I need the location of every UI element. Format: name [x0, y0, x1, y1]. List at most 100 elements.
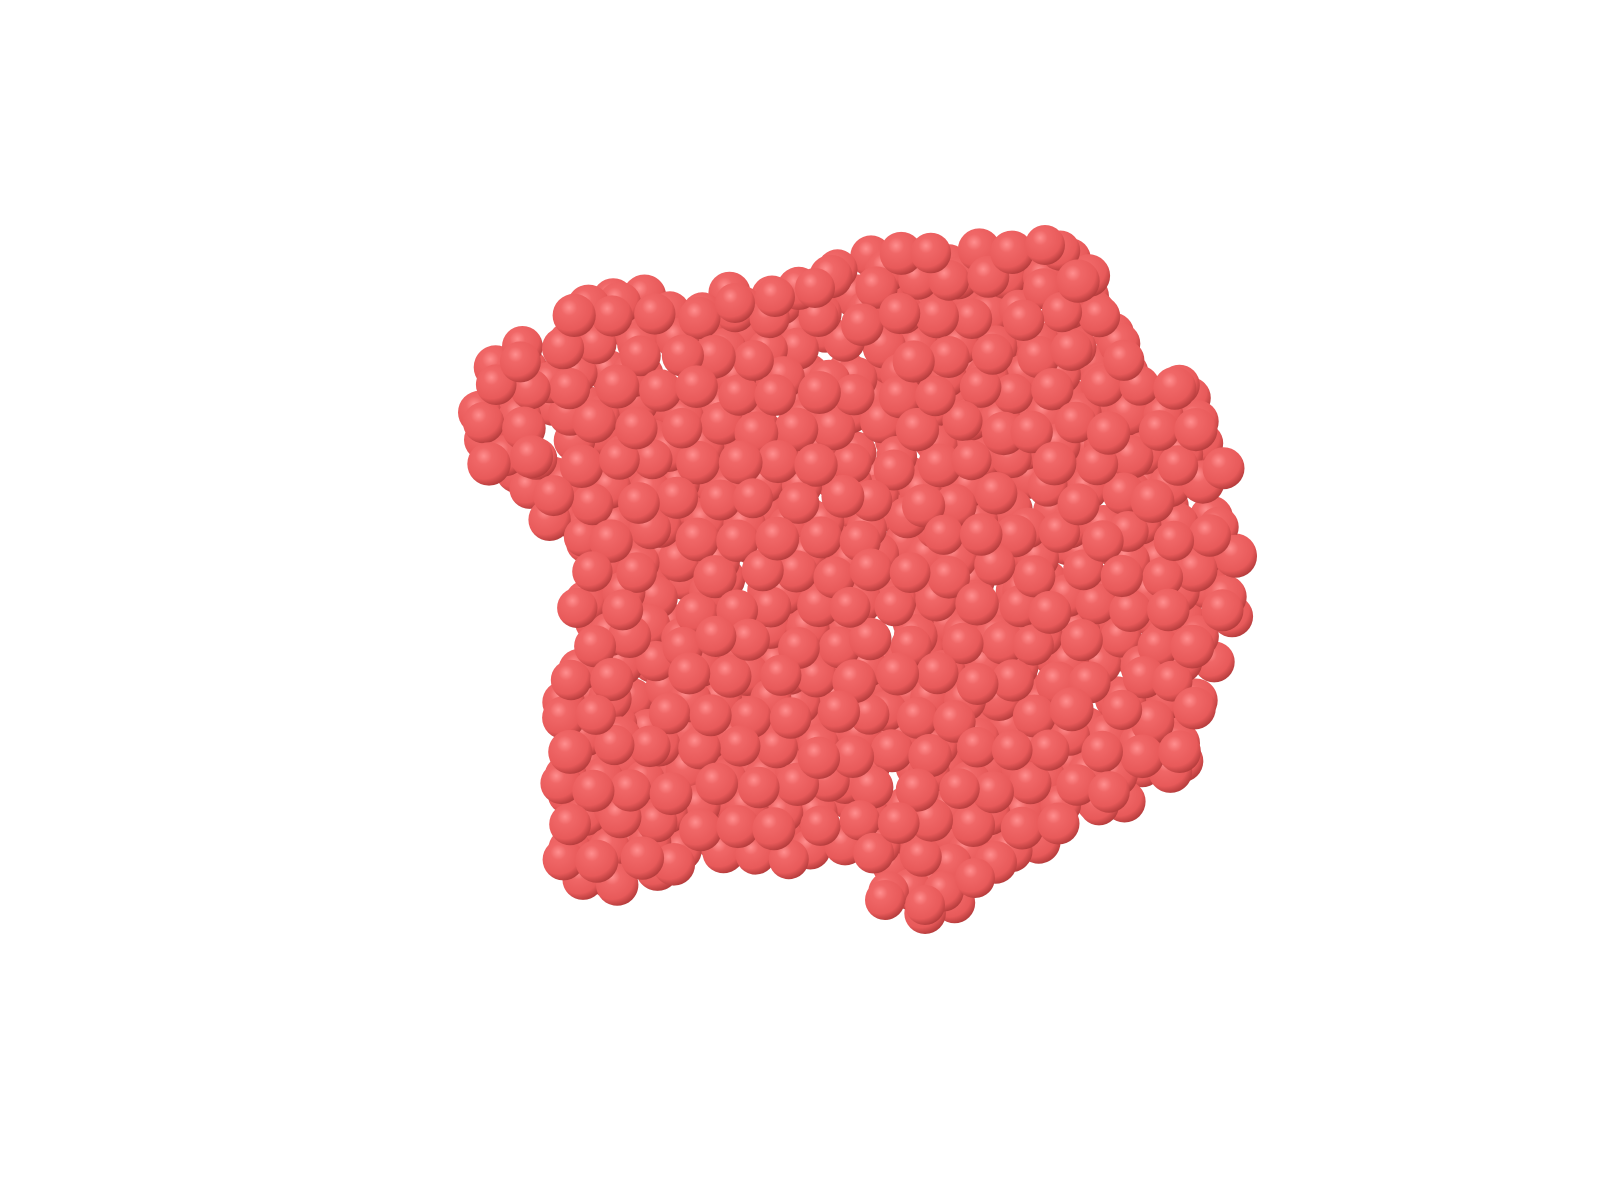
sphere: [873, 449, 915, 491]
sphere: [916, 652, 959, 695]
sphere: [620, 836, 665, 880]
sphere: [542, 696, 586, 740]
sphere: [510, 435, 554, 479]
sphere: [552, 293, 596, 337]
sphere: [1013, 555, 1056, 598]
sphere: [639, 369, 682, 412]
sphere: [727, 618, 770, 661]
sphere: [874, 585, 915, 627]
sphere: [591, 295, 633, 337]
sphere: [629, 725, 671, 768]
sphere: [800, 805, 841, 846]
sphere: [1100, 554, 1143, 598]
sphere: [678, 296, 721, 340]
sphere: [800, 516, 843, 559]
sphere: [879, 231, 923, 275]
sphere: [754, 374, 796, 416]
sphere: [738, 766, 780, 809]
sphere: [755, 277, 795, 317]
sphere: [676, 440, 720, 485]
sphere: [850, 765, 894, 809]
sphere: [1138, 410, 1180, 451]
sphere: [1075, 583, 1117, 625]
sphere: [574, 625, 617, 668]
sphere: [1054, 401, 1097, 444]
sphere: [649, 772, 693, 816]
sphere: [896, 697, 939, 739]
sphere: [878, 292, 921, 335]
sphere: [990, 230, 1034, 274]
sphere: [951, 440, 992, 481]
sphere: [602, 589, 644, 631]
sphere: [595, 364, 640, 409]
sphere: [1056, 764, 1098, 806]
sphere: [1078, 295, 1121, 338]
sphere: [853, 832, 894, 874]
sphere: [829, 586, 871, 628]
sphere: [1142, 556, 1184, 598]
sphere: [905, 885, 945, 925]
sphere: [877, 802, 920, 844]
sphere: [632, 439, 673, 480]
sphere: [1081, 730, 1123, 773]
sphere: [548, 729, 593, 774]
sphere: [927, 336, 970, 378]
sphere: [549, 803, 591, 846]
sphere: [572, 551, 613, 592]
sphere: [542, 327, 585, 370]
sphere: [939, 768, 980, 809]
sphere: [590, 657, 634, 702]
sphere: [708, 654, 752, 698]
sphere: [955, 858, 995, 898]
sphere: [615, 407, 658, 450]
sphere: [609, 769, 652, 812]
sphere: [1031, 368, 1074, 411]
sphere: [499, 341, 541, 383]
sphere: [572, 399, 616, 444]
sphere: [467, 442, 511, 486]
sphere: [542, 838, 585, 881]
sphere: [755, 516, 800, 561]
sphere: [618, 482, 660, 524]
sphere: [1201, 589, 1244, 632]
sphere: [1130, 479, 1175, 523]
sphere: [1147, 588, 1190, 632]
sphere: [777, 482, 820, 524]
sphere: [675, 517, 720, 562]
sphere: [616, 552, 657, 593]
sphere: [1101, 689, 1143, 731]
sphere: [634, 293, 676, 335]
sphere: [462, 401, 505, 444]
sphere: [1050, 328, 1093, 371]
sphere: [661, 407, 703, 449]
sphere: [902, 484, 946, 528]
sphere: [1157, 445, 1199, 486]
sphere: [572, 769, 615, 813]
sphere: [1032, 441, 1077, 486]
sphere: [951, 803, 996, 847]
sphere: [715, 283, 755, 323]
sphere: [695, 615, 737, 658]
sphere: [848, 617, 892, 661]
sphere: [878, 375, 922, 419]
sphere: [901, 836, 942, 877]
sphere: [557, 587, 598, 629]
sphere: [981, 621, 1025, 665]
sphere: [1158, 730, 1201, 773]
sphere: [908, 733, 952, 778]
sphere: [1028, 729, 1070, 771]
sphere: [849, 548, 893, 592]
sphere: [750, 586, 792, 628]
sphere: [876, 652, 920, 696]
sphere: [956, 663, 999, 705]
sphere: [811, 406, 856, 451]
sphere: [955, 581, 999, 626]
sphere: [865, 880, 905, 920]
sphere: [1174, 408, 1218, 452]
sphere: [668, 652, 711, 695]
sphere: [620, 335, 661, 377]
sphere: [760, 654, 802, 696]
sphere: [775, 550, 818, 593]
sphere: [974, 472, 1018, 515]
